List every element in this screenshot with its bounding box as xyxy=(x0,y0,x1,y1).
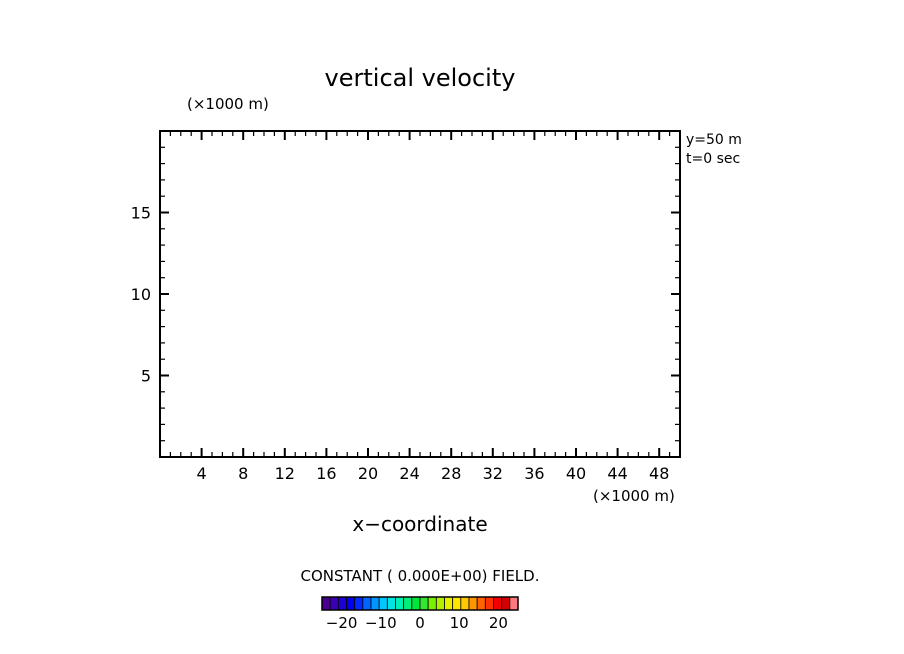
colorbar-tick-label: −10 xyxy=(365,614,397,632)
x-tick-label: 12 xyxy=(275,464,295,483)
x-tick-label: 32 xyxy=(483,464,503,483)
colorbar-cell xyxy=(427,596,437,611)
colorbar-cell xyxy=(460,596,470,611)
x-tick-label: 16 xyxy=(316,464,336,483)
colorbar-cell xyxy=(362,596,372,611)
chart-title: vertical velocity xyxy=(325,64,516,92)
plot-frame xyxy=(159,130,681,458)
colorbar-cell xyxy=(403,596,413,611)
constant-field-note: CONSTANT ( 0.000E+00) FIELD. xyxy=(301,567,540,585)
y-axis-units: (×1000 m) xyxy=(187,95,269,113)
colorbar-cell xyxy=(378,596,388,611)
x-tick-label: 20 xyxy=(358,464,378,483)
colorbar-tick-label: −20 xyxy=(326,614,358,632)
x-tick-label: 28 xyxy=(441,464,461,483)
colorbar-frame xyxy=(321,596,519,611)
colorbar-cell xyxy=(468,596,478,611)
colorbar-cell xyxy=(346,596,356,611)
colorbar-tick-labels: −20 −10 0 10 20 xyxy=(326,614,508,632)
colorbar-tick-label: 10 xyxy=(450,614,469,632)
colorbar-cell xyxy=(329,596,339,611)
y-tick-label: 5 xyxy=(141,367,151,386)
x-tick-label: 40 xyxy=(566,464,586,483)
annotation-time: t=0 sec xyxy=(686,151,740,167)
colorbar-cell xyxy=(452,596,462,611)
x-tick-label: 8 xyxy=(238,464,248,483)
colorbar-tick-label: 0 xyxy=(415,614,425,632)
colorbar-cell xyxy=(484,596,494,611)
colorbar-cell xyxy=(435,596,445,611)
colorbar-cell xyxy=(370,596,380,611)
colorbar-cell xyxy=(395,596,405,611)
x-tick-label: 4 xyxy=(197,464,207,483)
colorbar-cell xyxy=(411,596,421,611)
x-tick-label: 48 xyxy=(649,464,669,483)
x-tick-label: 44 xyxy=(607,464,627,483)
colorbar-cell xyxy=(476,596,486,611)
colorbar-cell xyxy=(354,596,364,611)
y-tick-label: 15 xyxy=(131,204,151,223)
colorbar-tick-label: 20 xyxy=(489,614,508,632)
y-tick-label: 10 xyxy=(131,285,151,304)
x-tick-label: 24 xyxy=(399,464,419,483)
x-axis-units: (×1000 m) xyxy=(593,487,675,505)
x-tick-label: 36 xyxy=(524,464,544,483)
colorbar xyxy=(321,596,519,611)
colorbar-cell xyxy=(444,596,454,611)
colorbar-cell xyxy=(419,596,429,611)
x-tick-labels: 4 8 12 16 20 24 28 32 36 40 44 48 xyxy=(197,464,670,483)
colorbar-cell xyxy=(501,596,511,611)
y-tick-labels: 5 10 15 xyxy=(131,204,151,386)
colorbar-cell xyxy=(386,596,396,611)
colorbar-cell xyxy=(321,596,331,611)
axis-ticks xyxy=(160,131,680,457)
annotation-y-position: y=50 m xyxy=(686,132,742,148)
x-axis-label: x−coordinate xyxy=(352,512,487,536)
colorbar-cell xyxy=(337,596,347,611)
colorbar-cell xyxy=(509,596,519,611)
colorbar-cell xyxy=(493,596,503,611)
